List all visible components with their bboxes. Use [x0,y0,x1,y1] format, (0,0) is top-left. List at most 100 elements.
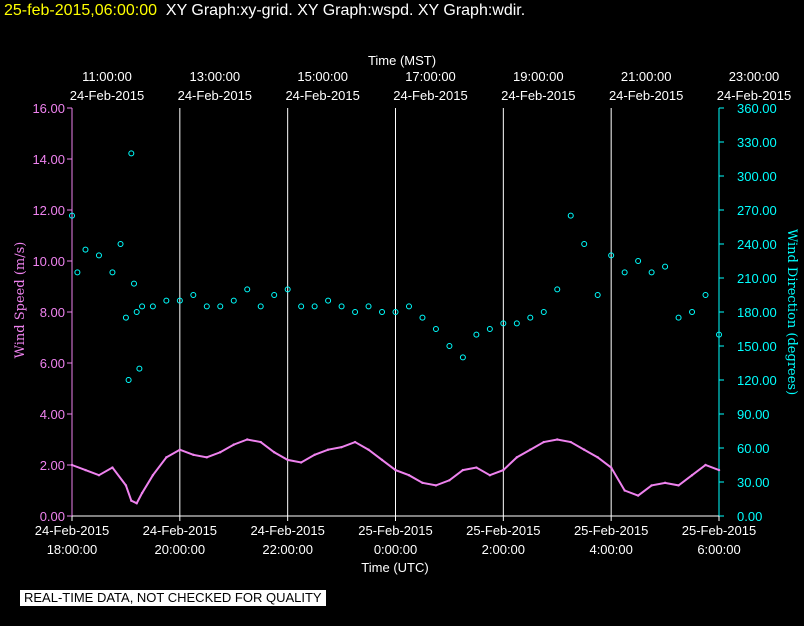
wspd-point [326,448,330,451]
bottom-tick-date: 24-Feb-2015 [250,523,324,538]
right-tick-label: 240.00 [737,237,777,252]
header-timestamp: 25-feb-2015,06:00:00 [4,2,158,19]
wspd-point [502,468,505,472]
wspd-point [84,468,87,472]
right-tick-label: 300.00 [737,169,777,184]
top-tick-date: 24-Feb-2015 [178,88,252,103]
wdir-point [271,292,278,298]
wdir-point [567,212,574,219]
wspd-point [650,484,653,487]
wdir-point [203,303,210,310]
wdir-point [284,286,291,293]
wdir-point [325,297,332,304]
wspd-point [135,502,138,505]
wdir-point [379,309,386,315]
bottom-tick-time: 6:00:00 [697,542,740,557]
wdir-point [365,303,372,310]
wspd-point [569,440,572,444]
bottom-axis-title: Time (UTC) [361,560,428,575]
top-axis-title: Time (MST) [368,53,436,68]
wspd-point [663,481,667,485]
left-tick-label: 14.00 [32,152,65,167]
wdir-point [716,331,722,338]
wdir-point [217,303,224,310]
axes-layer [67,107,724,521]
wspd-point [367,448,370,451]
wspd-point [313,453,316,456]
wdir-point [689,309,696,315]
wspd-point [461,468,465,472]
wspd-point [529,448,532,451]
bottom-tick-time: 18:00:00 [47,542,98,557]
wdir-point [581,241,588,247]
wdir-point [139,303,146,310]
wdir-point [257,303,264,310]
wspd-point [596,456,599,459]
wspd-point [70,463,74,467]
wspd-point [111,466,114,469]
right-tick-label: 30.00 [737,475,770,490]
right-tick-label: 90.00 [737,407,770,422]
bottom-tick-time: 2:00:00 [482,542,525,557]
wspd-point [97,474,101,477]
bottom-tick-time: 0:00:00 [374,542,417,557]
wspd-point [677,484,680,487]
wdir-point [163,297,170,304]
wdir-point [190,292,197,298]
wspd-point [259,440,262,444]
wdir-point [69,212,75,219]
right-axis-title: Wind Direction (degrees) [784,229,799,395]
wspd-point [583,448,586,451]
wspd-point [232,443,235,446]
right-tick-label: 360.00 [737,101,777,116]
top-tick-time: 19:00:00 [513,69,564,84]
top-tick-time: 11:00:00 [82,69,132,84]
wspd-point [140,491,144,495]
data-layer [69,150,722,505]
wspd-point [272,451,276,454]
wdir-point [621,269,628,276]
right-tick-label: 0.00 [737,509,762,524]
top-tick-date: 24-Feb-2015 [609,88,683,103]
left-tick-label: 4.00 [40,407,65,422]
wdir-point [133,309,140,315]
wspd-point [205,456,208,459]
top-tick-date: 24-Feb-2015 [70,88,144,103]
right-tick-label: 180.00 [737,305,777,320]
wdir-point [608,252,615,259]
wspd-point [286,458,289,462]
top-tick-time: 21:00:00 [621,69,672,84]
wdir-point [554,286,561,293]
wdir-point [149,303,156,310]
bottom-tick-time: 20:00:00 [155,542,206,557]
wdir-point [635,258,642,264]
wspd-point [434,484,438,487]
left-tick-label: 0.00 [40,509,65,524]
wdir-point [136,365,143,372]
wdir-point [125,377,132,383]
wdir-point [109,269,116,276]
right-tick-label: 120.00 [737,373,777,388]
disclaimer-banner: REAL-TIME DATA, NOT CHECKED FOR QUALITY [20,590,326,606]
wdir-point [702,292,709,298]
header-graph-list: XY Graph:xy-grid. XY Graph:wspd. XY Grap… [165,2,526,19]
bottom-tick-time: 4:00:00 [589,542,632,557]
wdir-point [419,314,426,321]
right-tick-label: 270.00 [737,203,777,218]
top-tick-date: 24-Feb-2015 [501,88,575,103]
top-tick-time: 15:00:00 [297,69,348,84]
left-tick-label: 6.00 [40,356,65,371]
top-tick-time: 23:00:00 [729,69,780,84]
wspd-point [380,458,384,462]
wspd-point [475,466,478,469]
left-tick-label: 8.00 [40,305,65,320]
wspd-point [421,481,424,485]
top-tick-date: 24-Feb-2015 [285,88,359,103]
wspd-point [636,494,640,497]
wspd-point [165,456,168,459]
wdir-point [74,269,81,276]
wdir-point [95,252,102,259]
left-tick-label: 12.00 [32,203,65,218]
top-tick-time: 17:00:00 [405,69,456,84]
